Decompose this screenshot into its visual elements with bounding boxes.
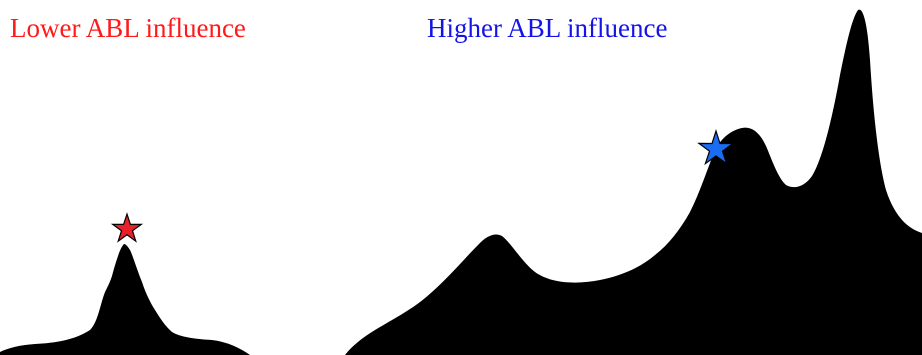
left-terrain	[0, 244, 250, 355]
higher-abl-label: Higher ABL influence	[427, 13, 668, 43]
right-terrain	[345, 9, 922, 355]
higher-star-icon	[697, 129, 735, 166]
lower-star-icon	[110, 212, 144, 243]
lower-abl-label: Lower ABL influence	[10, 13, 246, 43]
